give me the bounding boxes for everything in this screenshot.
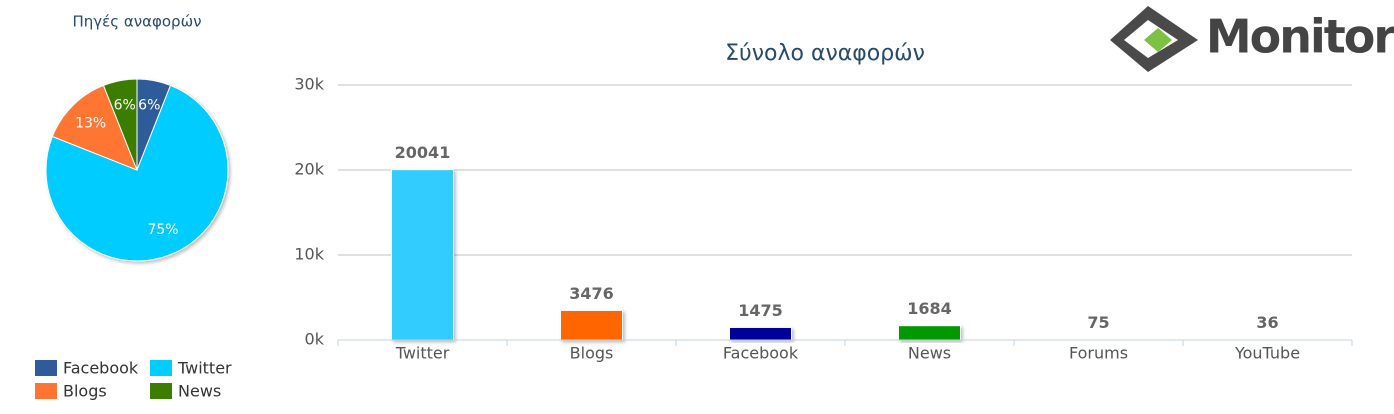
logo-text: Monitor [1206, 10, 1394, 64]
logo-center [1144, 28, 1172, 52]
legend-label: Blogs [63, 382, 107, 401]
pie-label: 6% [138, 98, 160, 114]
legend-label: Twitter [177, 359, 232, 378]
legend-swatch [150, 383, 172, 399]
pie-slice [102, 78, 138, 171]
chart-title: Σύνολο αναφορών [725, 41, 925, 66]
data-label: 36 [1256, 313, 1278, 332]
x-tick-label: News [908, 344, 951, 363]
y-tick-label: 10k [294, 245, 324, 264]
pie-slice [45, 84, 229, 262]
legend-swatch [150, 360, 172, 376]
y-tick-label: 20k [294, 160, 324, 179]
x-tick-label: Blogs [570, 344, 614, 363]
data-label: 1684 [907, 299, 952, 318]
x-tick-label: YouTube [1234, 344, 1300, 363]
data-label: 1475 [738, 301, 783, 320]
pie-label: 6% [114, 98, 136, 114]
x-tick-label: Twitter [395, 344, 450, 363]
pie-slice [51, 84, 138, 171]
legend-swatch [35, 360, 57, 376]
logo: Monitor [1110, 6, 1394, 72]
legend-label: Facebook [63, 359, 139, 378]
bar [560, 309, 623, 341]
bar [898, 325, 961, 341]
y-tick-label: 30k [294, 75, 324, 94]
pie [45, 78, 229, 262]
bar [729, 326, 792, 341]
x-tick-label: Facebook [723, 344, 799, 363]
y-tick-label: 0k [305, 330, 325, 349]
pie-label: 75% [147, 222, 178, 238]
pie-label: 13% [75, 116, 106, 132]
x-tick-label: Forums [1069, 344, 1128, 363]
data-label: 20041 [395, 143, 451, 162]
legend-swatch [35, 383, 57, 399]
data-label: 3476 [569, 284, 614, 303]
data-label: 75 [1087, 313, 1109, 332]
bar [391, 169, 454, 341]
legend-label: News [178, 382, 221, 401]
pie-title: Πηγές αναφορών [72, 13, 201, 31]
